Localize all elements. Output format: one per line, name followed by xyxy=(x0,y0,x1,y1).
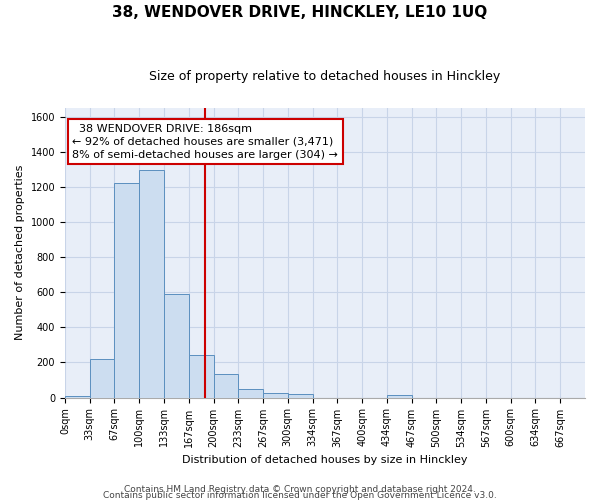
Bar xyxy=(89,359,115,398)
Bar xyxy=(288,394,313,398)
Text: Contains HM Land Registry data © Crown copyright and database right 2024.: Contains HM Land Registry data © Crown c… xyxy=(124,484,476,494)
Text: 38 WENDOVER DRIVE: 186sqm  
← 92% of detached houses are smaller (3,471)
8% of s: 38 WENDOVER DRIVE: 186sqm ← 92% of detac… xyxy=(73,124,338,160)
Bar xyxy=(238,389,263,398)
Title: Size of property relative to detached houses in Hinckley: Size of property relative to detached ho… xyxy=(149,70,500,83)
Bar xyxy=(65,396,89,398)
Text: Contains public sector information licensed under the Open Government Licence v3: Contains public sector information licen… xyxy=(103,490,497,500)
Bar xyxy=(115,184,139,398)
Bar xyxy=(214,374,238,398)
Bar xyxy=(263,393,288,398)
X-axis label: Distribution of detached houses by size in Hinckley: Distribution of detached houses by size … xyxy=(182,455,468,465)
Y-axis label: Number of detached properties: Number of detached properties xyxy=(15,165,25,340)
Bar xyxy=(139,170,164,398)
Bar xyxy=(164,294,189,398)
Text: 38, WENDOVER DRIVE, HINCKLEY, LE10 1UQ: 38, WENDOVER DRIVE, HINCKLEY, LE10 1UQ xyxy=(112,5,488,20)
Bar xyxy=(387,395,412,398)
Bar xyxy=(189,356,214,398)
